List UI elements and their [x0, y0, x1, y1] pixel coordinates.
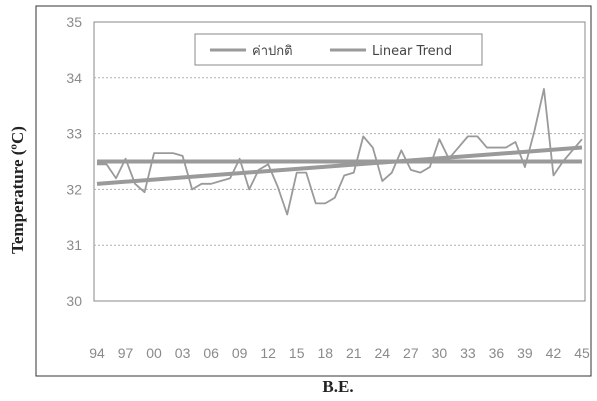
x-tick-label: 00 [146, 345, 162, 361]
x-tick-label: 03 [175, 345, 191, 361]
x-tick-label: 09 [232, 345, 248, 361]
x-tick-label: 33 [460, 345, 476, 361]
y-tick-label: 34 [66, 70, 82, 86]
x-axis-ticks: 94 97 00 03 06 09 12 15 18 21 24 27 30 33 36 39 42 45 [89, 345, 590, 361]
x-tick-label: 18 [317, 345, 333, 361]
legend-label-trend: Linear Trend [372, 44, 452, 59]
x-tick-label: 15 [289, 345, 305, 361]
x-tick-label: 36 [489, 345, 505, 361]
y-tick-label: 31 [66, 237, 82, 253]
x-tick-label: 30 [432, 345, 448, 361]
x-tick-label: 27 [403, 345, 419, 361]
series-layer [96, 88, 583, 216]
x-tick-label: 06 [203, 345, 219, 361]
x-tick-label: 42 [546, 345, 562, 361]
x-tick-label: 12 [260, 345, 276, 361]
y-tick-label: 35 [66, 14, 82, 30]
y-tick-label: 32 [66, 181, 82, 197]
y-tick-label: 30 [66, 293, 82, 309]
x-tick-label: 21 [346, 345, 362, 361]
grid-lines [94, 77, 585, 246]
series-line-linear-trend [96, 145, 583, 186]
y-axis-ticks: 30 31 32 33 34 35 [66, 14, 82, 309]
y-tick-label: 33 [66, 126, 82, 142]
x-tick-label: 39 [517, 345, 533, 361]
x-axis-title: B.E. [322, 377, 353, 396]
x-tick-label: 94 [89, 345, 105, 361]
legend-label-normal: ค่าปกติ [252, 44, 293, 59]
series-line-temperature [97, 88, 583, 216]
x-tick-label: 24 [375, 345, 391, 361]
x-tick-label: 45 [574, 345, 590, 361]
y-axis-title: Temperature (ºC) [8, 126, 27, 254]
legend: ค่าปกติ Linear Trend [194, 33, 483, 66]
x-tick-label: 97 [118, 345, 134, 361]
